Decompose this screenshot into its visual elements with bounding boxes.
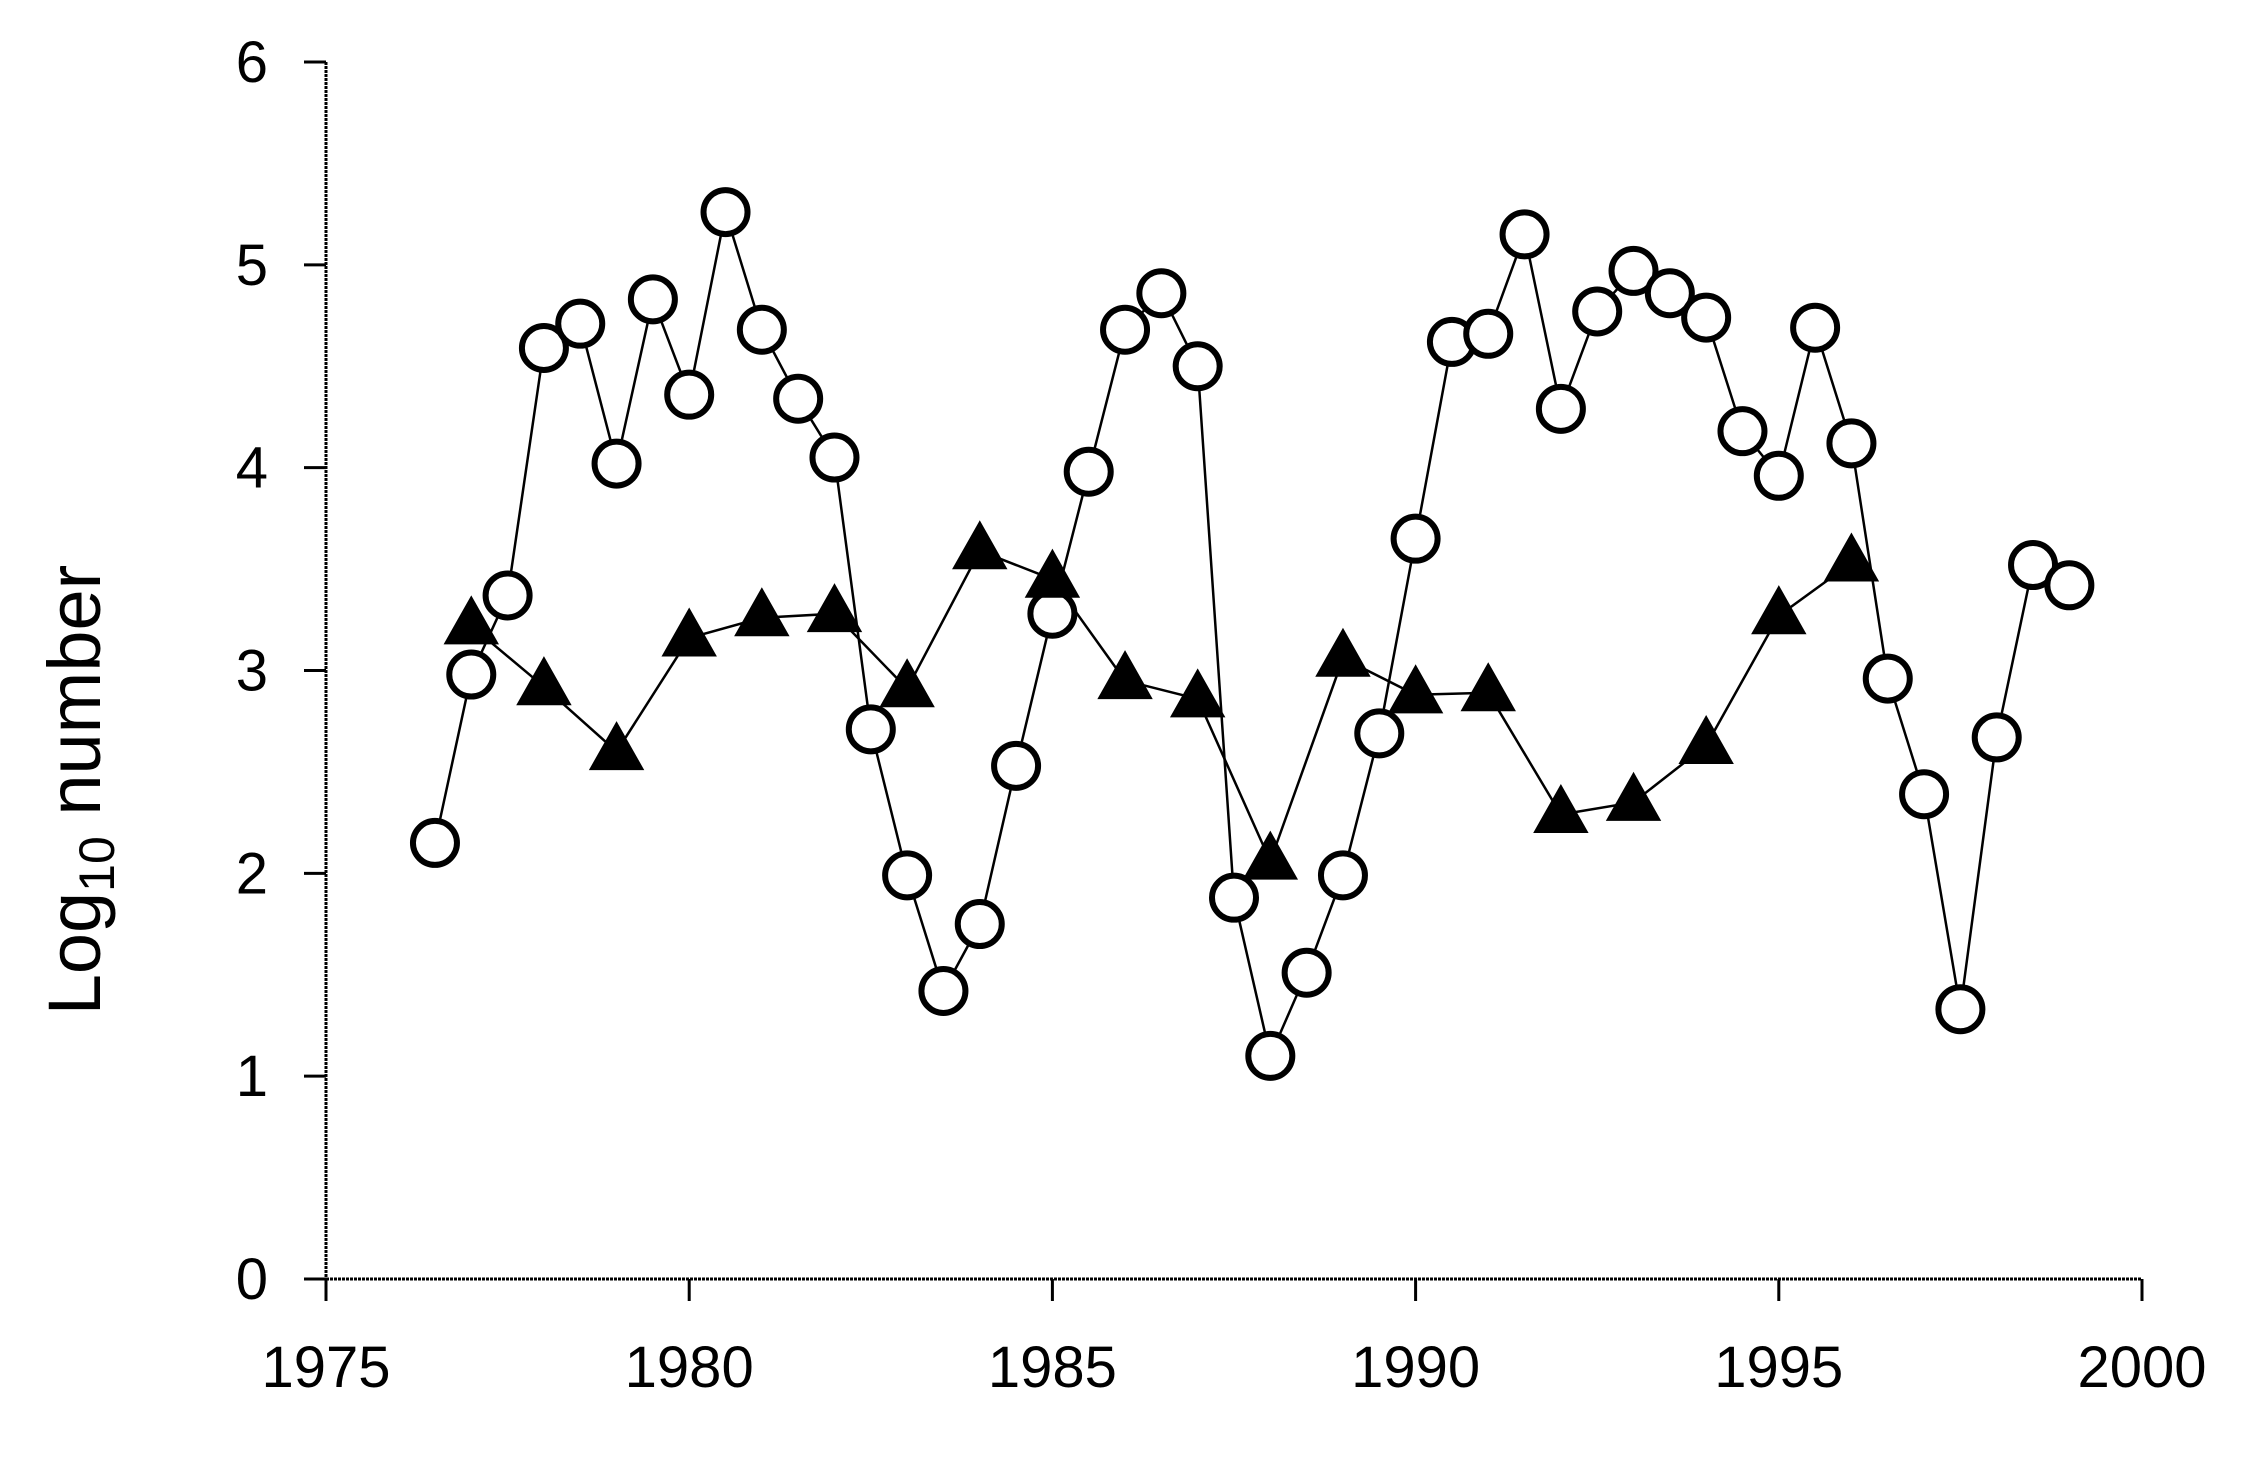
data-point-circle <box>1100 304 1151 355</box>
data-point-circle <box>700 187 751 238</box>
data-point-circle <box>1572 286 1623 337</box>
x-tick-label: 1980 <box>625 1335 754 1400</box>
data-point-circle <box>664 369 715 420</box>
y-tick-label: 3 <box>236 639 268 704</box>
data-point-circle <box>591 438 642 489</box>
data-point-circle <box>518 322 569 373</box>
data-point-circle <box>1499 209 1550 260</box>
data-point-circle <box>809 432 860 483</box>
data-point-triangle <box>734 587 790 637</box>
data-point-circle <box>1826 418 1877 469</box>
x-tick-label: 1990 <box>1351 1335 1480 1400</box>
data-point-circle <box>1136 268 1187 319</box>
data-point-triangle <box>1460 662 1516 712</box>
x-axis-ticks: 1975 1980 1985 1990 1995 2000 <box>261 1279 2207 1400</box>
data-point-circle <box>1681 292 1732 343</box>
data-point-circle <box>882 850 933 901</box>
y-axis-title: Log10 number <box>33 565 125 1016</box>
data-point-circle <box>1245 1030 1296 1081</box>
y-tick-label: 5 <box>236 233 268 298</box>
y-axis-title-subscript: 10 <box>69 836 125 892</box>
data-point-circle <box>1317 850 1368 901</box>
data-point-triangle <box>661 607 717 657</box>
y-tick-label: 2 <box>236 841 268 906</box>
data-point-circle <box>446 649 497 700</box>
data-point-triangle <box>1823 532 1880 582</box>
data-point-circle <box>1971 712 2022 763</box>
data-point-triangle <box>1751 585 1807 635</box>
data-point-circle <box>1463 308 1514 359</box>
data-point-circle <box>1063 446 1114 497</box>
data-point-triangle <box>1605 771 1662 821</box>
y-tick-label: 6 <box>236 30 268 95</box>
x-tick-label: 1975 <box>261 1335 390 1400</box>
data-point-triangle <box>588 721 645 771</box>
data-point-circle <box>409 817 460 868</box>
data-point-triangle <box>952 520 1008 570</box>
data-point-triangle <box>806 583 863 633</box>
data-point-circle <box>1899 769 1950 820</box>
data-point-triangle <box>1315 627 1371 677</box>
data-point-circle <box>1935 984 1986 1035</box>
series-line-1 <box>433 211 2071 1060</box>
data-point-circle <box>773 373 824 424</box>
data-point-circle <box>845 704 896 755</box>
data-point-triangle <box>1242 830 1299 880</box>
data-point-circle <box>555 298 606 349</box>
data-point-triangle <box>516 656 572 706</box>
data-point-circle <box>918 965 969 1016</box>
y-axis-ticks: 0 1 2 3 4 5 6 <box>236 30 326 1312</box>
data-point-circle <box>954 899 1005 950</box>
data-point-circle <box>1027 588 1078 639</box>
data-point-circle <box>1644 268 1695 319</box>
data-point-triangle <box>1024 548 1081 598</box>
data-point-circle <box>991 740 1042 791</box>
data-point-circle <box>1209 872 1259 923</box>
y-axis-title-suffix: number <box>33 565 116 836</box>
data-point-circle <box>1753 450 1804 501</box>
data-point-circle <box>1390 513 1441 564</box>
data-point-circle <box>627 274 678 325</box>
data-point-circle <box>1281 947 1332 998</box>
data-point-triangle <box>443 595 499 645</box>
data-point-triangle <box>1097 650 1153 700</box>
data-point-circle <box>1535 383 1586 434</box>
y-tick-label: 1 <box>236 1044 268 1109</box>
data-point-circle <box>1717 406 1768 457</box>
y-tick-label: 4 <box>236 436 268 501</box>
data-point-triangle <box>1678 714 1734 765</box>
data-point-circle <box>1608 245 1659 296</box>
data-point-triangle <box>1387 664 1444 714</box>
series-markers <box>409 187 2095 1081</box>
data-point-circle <box>1354 708 1405 759</box>
x-tick-label: 2000 <box>2077 1335 2206 1400</box>
data-point-triangle <box>1169 668 1226 718</box>
y-axis-title-prefix: Log <box>33 892 116 1015</box>
x-tick-label: 1985 <box>988 1335 1117 1400</box>
data-point-circle <box>2044 560 2095 611</box>
data-point-circle <box>482 570 533 621</box>
x-tick-label: 1995 <box>1714 1335 1843 1400</box>
data-point-triangle <box>879 658 935 708</box>
data-point-triangle <box>1533 783 1589 833</box>
y-tick-label: 0 <box>236 1247 268 1312</box>
data-point-circle <box>736 304 787 355</box>
data-point-circle <box>1790 302 1841 353</box>
data-point-circle <box>1172 341 1223 392</box>
data-point-circle <box>1862 653 1913 704</box>
